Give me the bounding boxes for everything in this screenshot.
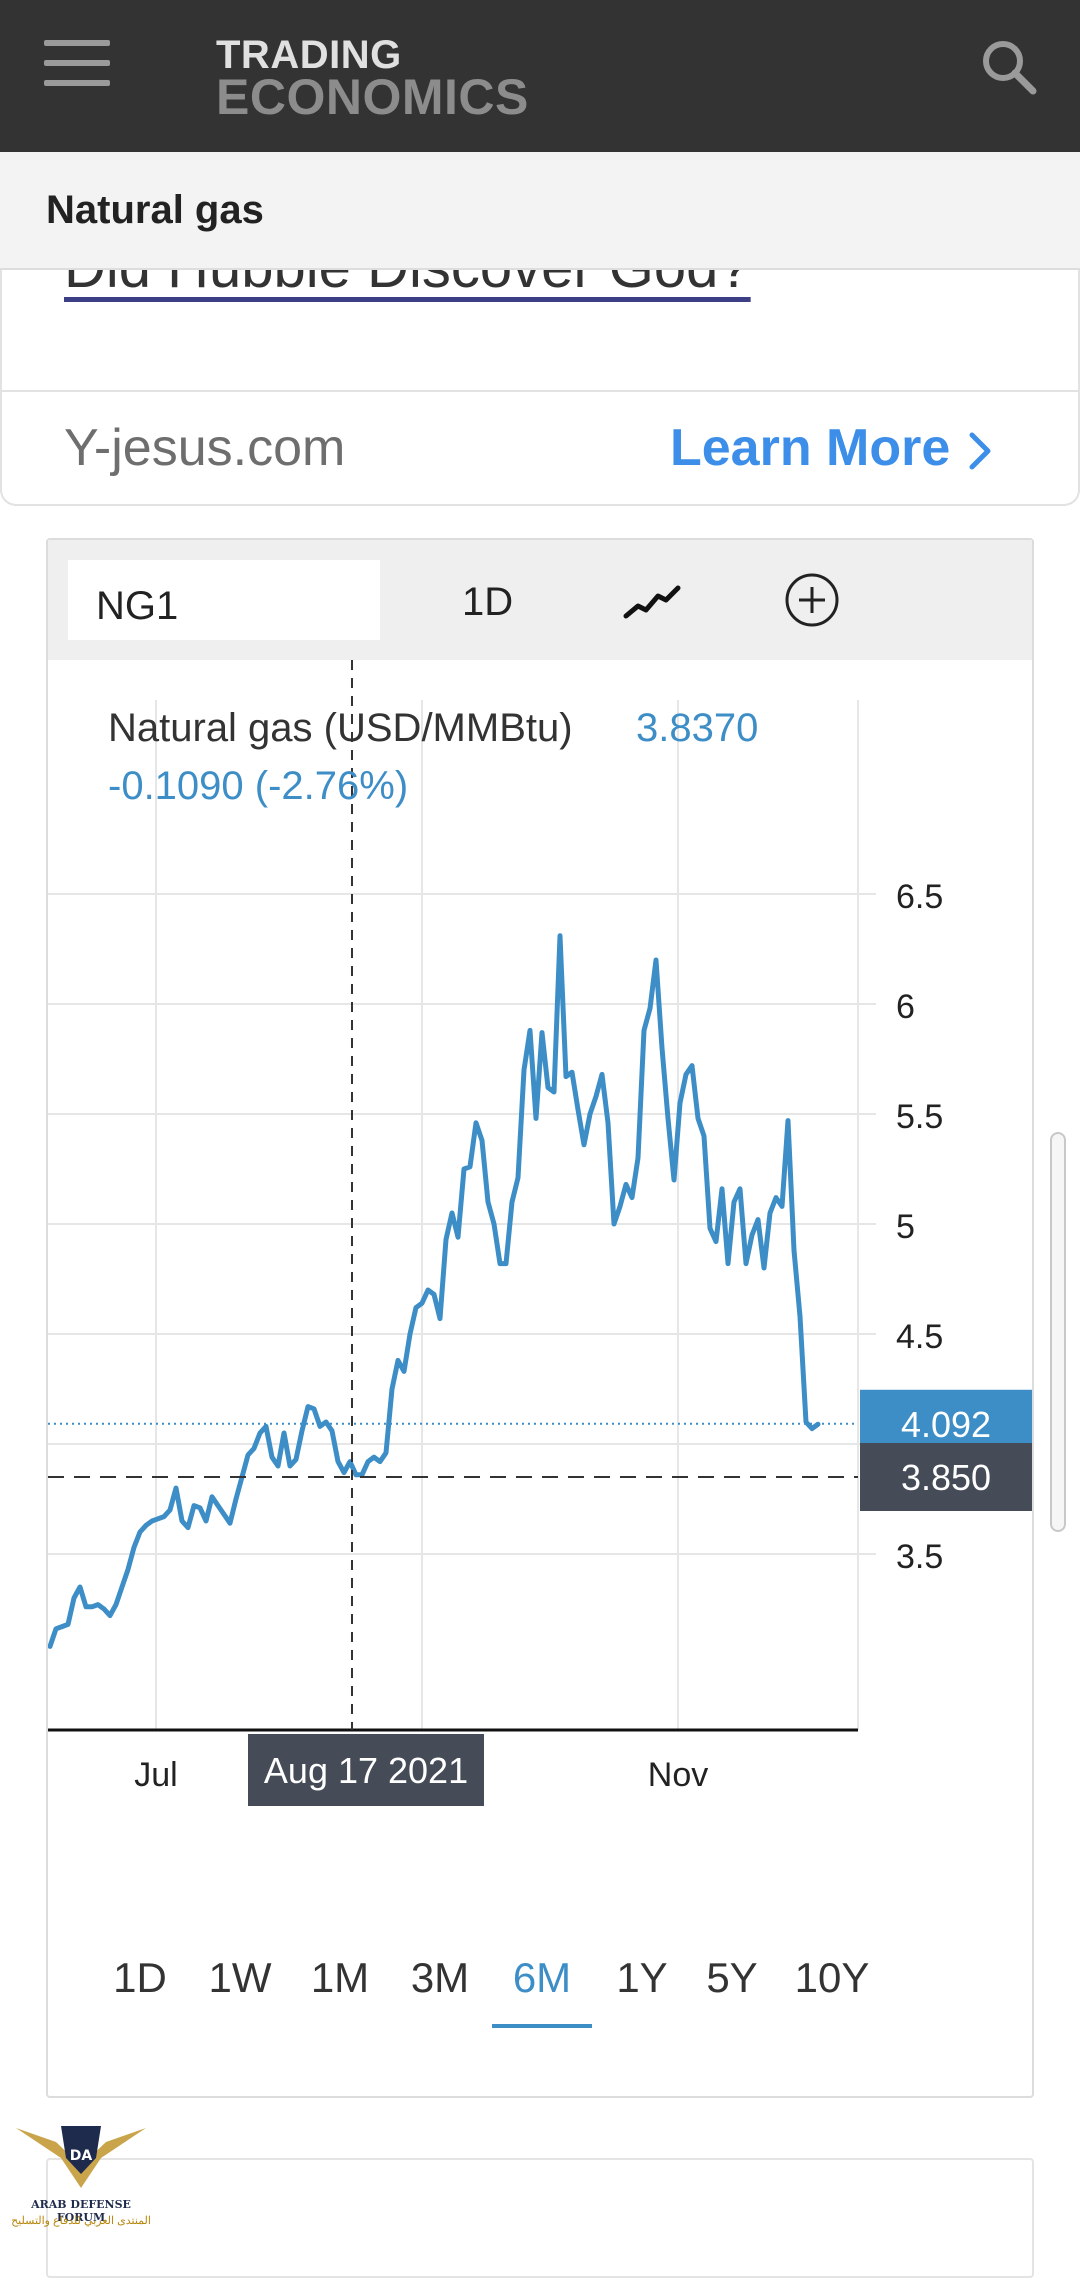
x-tick-label: Jul [134, 1756, 177, 1794]
page-subheader: Natural gas [0, 152, 1080, 270]
symbol-input[interactable]: NG1 [68, 560, 380, 640]
ad-banner[interactable]: Did Hubble Discover God? Y-jesus.com Lea… [0, 270, 1080, 506]
last-price-label: 4.092 [901, 1404, 991, 1445]
price-series-line [47, 933, 821, 1649]
search-icon[interactable] [978, 36, 1038, 96]
watermark-name: ARAB DEFENSE FORUM [31, 2198, 131, 2224]
y-tick-label: 3.5 [896, 1538, 943, 1576]
range-button-1w[interactable]: 1W [208, 1954, 272, 2001]
ad-domain: Y-jesus.com [64, 419, 346, 477]
top-navigation-bar: TRADING ECONOMICS [0, 0, 1080, 152]
ad-learn-more-label: Learn More [670, 419, 951, 477]
chart-card: NG1 1D 6.565.554.543.5JulNov4.0923.850Au… [46, 538, 1034, 2098]
time-range-selector: 1D 1W 1M 3M 6M 1Y 5Y 10Y [48, 1918, 1032, 2038]
next-card [46, 2158, 1034, 2278]
y-tick-label: 6 [896, 988, 915, 1026]
crosshair-x-label-bg [248, 1734, 484, 1806]
vertical-scrollbar[interactable] [1050, 1132, 1066, 1532]
y-tick-label: 5.5 [896, 1098, 943, 1136]
plus-circle-icon[interactable] [782, 570, 842, 630]
site-logo[interactable]: TRADING ECONOMICS [216, 33, 529, 125]
range-button-1m[interactable]: 1M [310, 1954, 370, 2001]
watermark-logo: DA ARAB DEFENSE FORUM المنتدى العربي للد… [6, 2118, 156, 2234]
range-button-6m[interactable]: 6M [512, 1954, 572, 2001]
range-button-3m[interactable]: 3M [410, 1954, 470, 2001]
y-tick-label: 6.5 [896, 878, 943, 916]
range-button-1y[interactable]: 1Y [616, 1954, 668, 2001]
y-tick-label: 5 [896, 1208, 915, 1246]
ad-learn-more-button[interactable]: Learn More [670, 418, 994, 478]
logo-line-1: TRADING [216, 33, 402, 77]
ad-headline[interactable]: Did Hubble Discover God? [64, 270, 751, 301]
chart-toolbar: NG1 1D [48, 540, 1032, 660]
crosshair-x-label: Aug 17 2021 [264, 1750, 468, 1791]
range-button-5y[interactable]: 5Y [706, 1954, 758, 2001]
y-tick-label: 4.5 [896, 1318, 943, 1356]
chart-title: Natural gas (USD/MMBtu) [108, 706, 573, 750]
interval-selector[interactable]: 1D [462, 580, 514, 624]
range-button-1d[interactable]: 1D [113, 1954, 167, 2001]
x-tick-label: Nov [648, 1756, 708, 1794]
chart-header-backdrop [88, 680, 898, 822]
line-chart-icon[interactable] [622, 580, 682, 624]
chart-price-change: -0.1090 (-2.76%) [108, 764, 409, 808]
range-button-10y[interactable]: 10Y [794, 1954, 870, 2001]
ad-divider [2, 390, 1078, 392]
svg-text:DA: DA [70, 2148, 93, 2164]
watermark-emblem: DA [16, 2126, 146, 2188]
logo-line-2: ECONOMICS [216, 69, 529, 125]
chart-last-price: 3.8370 [636, 706, 759, 750]
watermark-arabic: المنتدى العربي للدفاع والتسليح [11, 2215, 151, 2227]
chevron-right-icon [969, 432, 991, 470]
crosshair-y-label: 3.850 [901, 1457, 991, 1498]
hamburger-menu-icon[interactable] [44, 40, 110, 86]
crosshair-y-label-bg [860, 1443, 1032, 1511]
active-range-underline [492, 2024, 592, 2028]
page-title: Natural gas [46, 188, 264, 232]
